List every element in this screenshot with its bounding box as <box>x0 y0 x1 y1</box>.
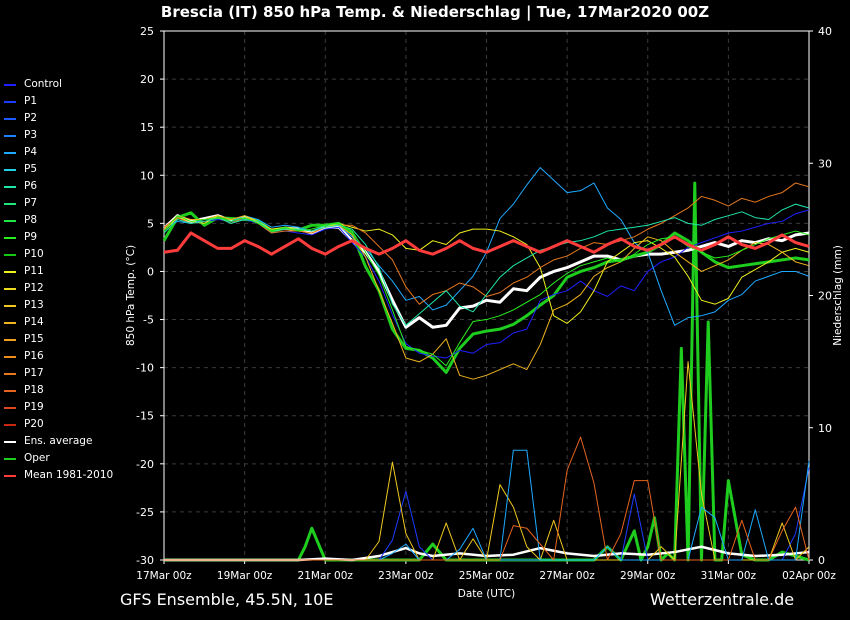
y-tick-label: 20 <box>140 73 154 86</box>
y-tick-label: 10 <box>140 169 154 182</box>
y-tick-label: 0 <box>147 265 154 278</box>
legend-swatch <box>4 254 16 256</box>
chart-title: Brescia (IT) 850 hPa Temp. & Niederschla… <box>160 3 710 21</box>
x-tick-label: 27Mar 00z <box>539 570 595 582</box>
legend-label: Oper <box>24 452 50 464</box>
legend-label: P16 <box>24 350 44 362</box>
y-tick-label: -10 <box>136 362 154 375</box>
legend-swatch <box>4 390 16 392</box>
legend-label: P13 <box>24 299 44 311</box>
y-tick-label: -25 <box>136 506 154 519</box>
y2-tick-label: 40 <box>818 25 832 38</box>
y-tick-label: -5 <box>143 314 154 327</box>
temp-line <box>162 211 810 374</box>
legend-swatch <box>4 373 16 375</box>
legend-swatch <box>4 288 16 290</box>
legend-swatch <box>4 458 16 460</box>
legend-label: P10 <box>24 248 44 260</box>
legend-swatch <box>4 441 16 443</box>
x-tick-label: 02Apr 00z <box>782 570 836 582</box>
legend-label: P12 <box>24 282 44 294</box>
legend-swatch <box>4 424 16 426</box>
legend-label: P5 <box>24 163 38 175</box>
y-axis-label: 850 hPa Temp. (°C) <box>125 245 137 346</box>
legend-swatch <box>4 169 16 171</box>
legend-label: P20 <box>24 418 44 430</box>
legend-swatch <box>4 84 16 86</box>
legend-label: Ens. average <box>24 435 93 447</box>
footer-source: GFS Ensemble, 45.5N, 10E <box>120 590 334 609</box>
y-tick-label: 5 <box>147 217 154 230</box>
legend-label: Mean 1981-2010 <box>24 469 114 481</box>
temp-line <box>163 215 810 367</box>
x-tick-label: 17Mar 00z <box>136 570 192 582</box>
x-tick-label: 19Mar 00z <box>217 570 273 582</box>
legend-swatch <box>4 339 16 341</box>
legend-label: P15 <box>24 333 44 345</box>
y-tick-label: 15 <box>140 121 154 134</box>
legend-swatch <box>4 220 16 222</box>
y2-tick-label: 20 <box>818 290 832 303</box>
legend-swatch <box>4 186 16 188</box>
temp-line <box>163 182 810 305</box>
y2-tick-label: 10 <box>818 422 832 435</box>
legend-label: P9 <box>24 231 38 243</box>
y2-axis-label: Niederschlag (mm) <box>832 245 844 346</box>
y-tick-label: 25 <box>140 25 154 38</box>
legend-label: P1 <box>24 95 38 107</box>
legend-swatch <box>4 101 16 103</box>
x-tick-label: 31Mar 00z <box>701 570 757 582</box>
y-tick-label: -30 <box>136 554 154 567</box>
legend-swatch <box>4 271 16 273</box>
precip-line <box>164 436 810 561</box>
legend-swatch <box>4 135 16 137</box>
x-tick-label: 21Mar 00z <box>298 570 354 582</box>
y-tick-label: -15 <box>136 410 154 423</box>
legend-swatch <box>4 118 16 120</box>
y2-tick-label: 0 <box>818 554 825 567</box>
legend-label: P14 <box>24 316 44 328</box>
legend-label: P8 <box>24 214 38 226</box>
legend-swatch <box>4 475 16 477</box>
legend-label: P19 <box>24 401 44 413</box>
legend-label: P4 <box>24 146 38 158</box>
legend-label: P18 <box>24 384 44 396</box>
legend-swatch <box>4 203 16 205</box>
y-tick-label: -20 <box>136 458 154 471</box>
legend-label: Control <box>24 78 62 90</box>
x-axis-label: Date (UTC) <box>458 588 515 600</box>
temp-line <box>163 215 810 324</box>
legend-swatch <box>4 322 16 324</box>
legend-swatch <box>4 152 16 154</box>
legend-label: P17 <box>24 367 44 379</box>
temp-line <box>163 231 810 256</box>
legend-label: P2 <box>24 112 38 124</box>
legend-swatch <box>4 356 16 358</box>
y2-tick-label: 30 <box>818 157 832 170</box>
legend-label: P6 <box>24 180 38 192</box>
x-tick-label: 29Mar 00z <box>620 570 676 582</box>
legend-label: P7 <box>24 197 38 209</box>
x-tick-label: 25Mar 00z <box>459 570 515 582</box>
precip-line <box>164 545 810 562</box>
legend-label: P3 <box>24 129 38 141</box>
footer-site: Wetterzentrale.de <box>650 590 795 609</box>
legend-label: P11 <box>24 265 44 277</box>
legend-swatch <box>4 237 16 239</box>
legend-swatch <box>4 407 16 409</box>
x-tick-label: 23Mar 00z <box>378 570 434 582</box>
legend-swatch <box>4 305 16 307</box>
